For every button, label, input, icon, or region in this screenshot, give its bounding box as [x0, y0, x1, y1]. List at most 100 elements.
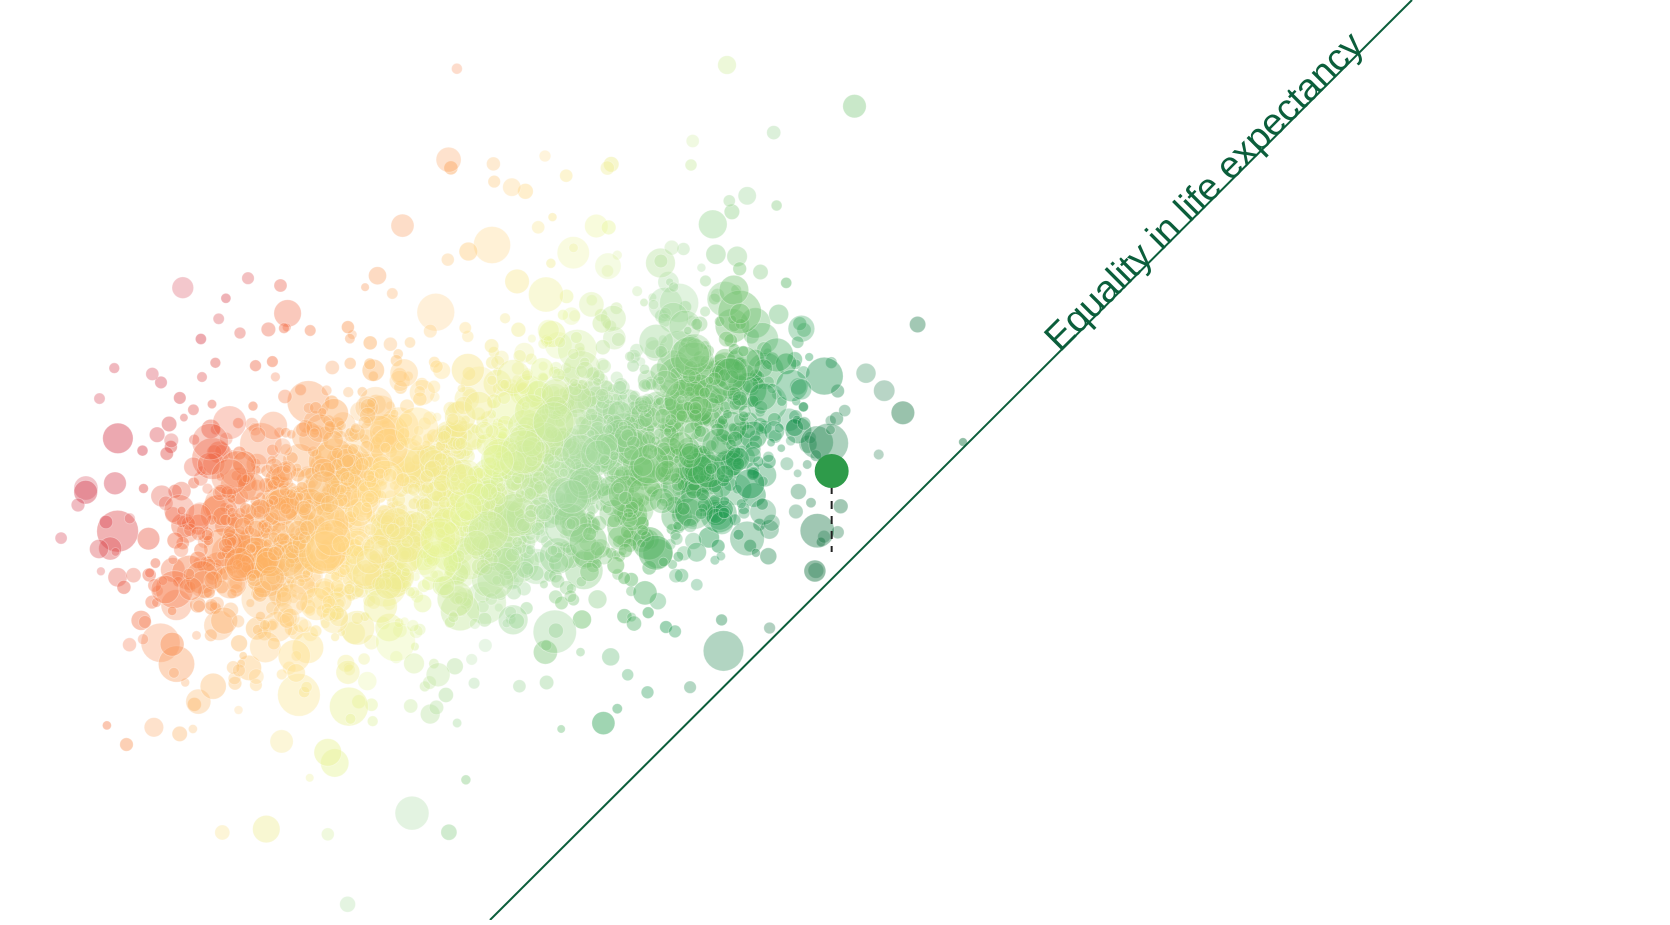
- scatter-point: [141, 567, 157, 583]
- scatter-point: [523, 449, 534, 461]
- scatter-point: [746, 348, 765, 368]
- scatter-point: [652, 397, 662, 407]
- scatter-point: [417, 490, 431, 503]
- scatter-point: [598, 499, 628, 529]
- scatter-point: [399, 549, 410, 560]
- scatter-point: [427, 379, 441, 394]
- scatter-point: [482, 369, 512, 398]
- scatter-point: [601, 264, 614, 278]
- scatter-point: [634, 396, 646, 408]
- scatter-point: [444, 414, 469, 439]
- scatter-point: [524, 380, 554, 411]
- scatter-point: [748, 382, 778, 411]
- scatter-point: [274, 572, 287, 585]
- scatter-point: [520, 405, 531, 417]
- scatter-point: [285, 575, 296, 586]
- scatter-point: [641, 560, 657, 576]
- scatter-point: [698, 386, 711, 399]
- scatter-point: [456, 535, 469, 549]
- scatter-point: [509, 457, 520, 468]
- scatter-point: [599, 388, 611, 400]
- scatter-point: [361, 541, 372, 552]
- scatter-point: [672, 382, 682, 392]
- scatter-point: [561, 366, 581, 385]
- highlight-point[interactable]: [814, 454, 849, 489]
- scatter-point: [487, 346, 500, 358]
- scatter-point: [284, 557, 296, 569]
- scatter-point: [494, 587, 508, 601]
- scatter-point: [330, 571, 341, 582]
- scatter-point: [635, 356, 646, 367]
- scatter-point: [314, 563, 324, 573]
- scatter-point: [413, 385, 426, 398]
- scatter-point: [437, 485, 453, 501]
- scatter-point: [516, 431, 529, 444]
- scatter-point: [701, 344, 715, 358]
- scatter-point: [238, 651, 248, 661]
- scatter-point: [499, 528, 532, 561]
- scatter-point: [591, 423, 629, 461]
- scatter-point: [178, 576, 203, 601]
- scatter-point: [726, 449, 744, 467]
- scatter-point: [294, 383, 307, 396]
- scatter-point: [789, 377, 807, 396]
- scatter-point: [679, 337, 691, 349]
- scatter-point: [593, 458, 607, 472]
- scatter-point: [449, 532, 494, 576]
- scatter-point: [528, 496, 555, 523]
- scatter-point: [330, 578, 345, 594]
- scatter-point: [467, 677, 481, 690]
- scatter-point: [447, 401, 461, 415]
- scatter-point: [462, 522, 474, 533]
- scatter-point: [749, 368, 763, 383]
- scatter-point: [475, 463, 492, 480]
- scatter-point: [710, 432, 733, 455]
- scatter-point: [171, 481, 192, 502]
- scatter-point: [384, 575, 398, 589]
- scatter-point: [676, 374, 699, 398]
- scatter-point: [612, 535, 626, 548]
- scatter-point: [539, 675, 555, 691]
- scatter-point: [570, 518, 581, 528]
- scatter-point: [344, 510, 358, 524]
- scatter-point: [740, 411, 758, 429]
- scatter-point: [411, 463, 441, 493]
- scatter-point: [727, 349, 745, 367]
- scatter-point: [291, 530, 315, 554]
- scatter-point: [407, 586, 421, 600]
- scatter-point: [718, 361, 734, 376]
- scatter-point: [505, 613, 517, 625]
- scatter-point: [638, 406, 662, 429]
- scatter-point: [653, 436, 684, 467]
- scatter-point: [567, 512, 600, 544]
- scatter-point: [399, 569, 414, 583]
- scatter-point: [830, 383, 845, 399]
- scatter-point: [694, 389, 706, 401]
- scatter-point: [203, 527, 244, 568]
- scatter-point: [366, 397, 378, 408]
- scatter-point: [214, 514, 239, 538]
- scatter-point: [263, 476, 279, 493]
- scatter-point: [611, 417, 625, 431]
- scatter-point: [447, 490, 459, 502]
- scatter-point: [394, 584, 404, 594]
- scatter-point: [380, 420, 390, 430]
- scatter-point: [321, 484, 333, 496]
- scatter-point: [683, 680, 697, 694]
- scatter-point: [344, 471, 360, 486]
- scatter-point: [361, 563, 390, 593]
- scatter-point: [530, 455, 553, 477]
- scatter-point: [607, 525, 633, 551]
- scatter-point: [416, 496, 431, 511]
- scatter-point: [426, 428, 441, 444]
- scatter-point: [609, 301, 623, 315]
- scatter-point: [398, 518, 413, 533]
- scatter-point: [543, 502, 589, 548]
- scatter-point: [729, 302, 751, 325]
- scatter-point: [477, 501, 499, 522]
- scatter-point: [547, 212, 558, 222]
- scatter-point: [579, 457, 593, 471]
- scatter-point: [390, 354, 403, 367]
- scatter-point: [389, 564, 403, 578]
